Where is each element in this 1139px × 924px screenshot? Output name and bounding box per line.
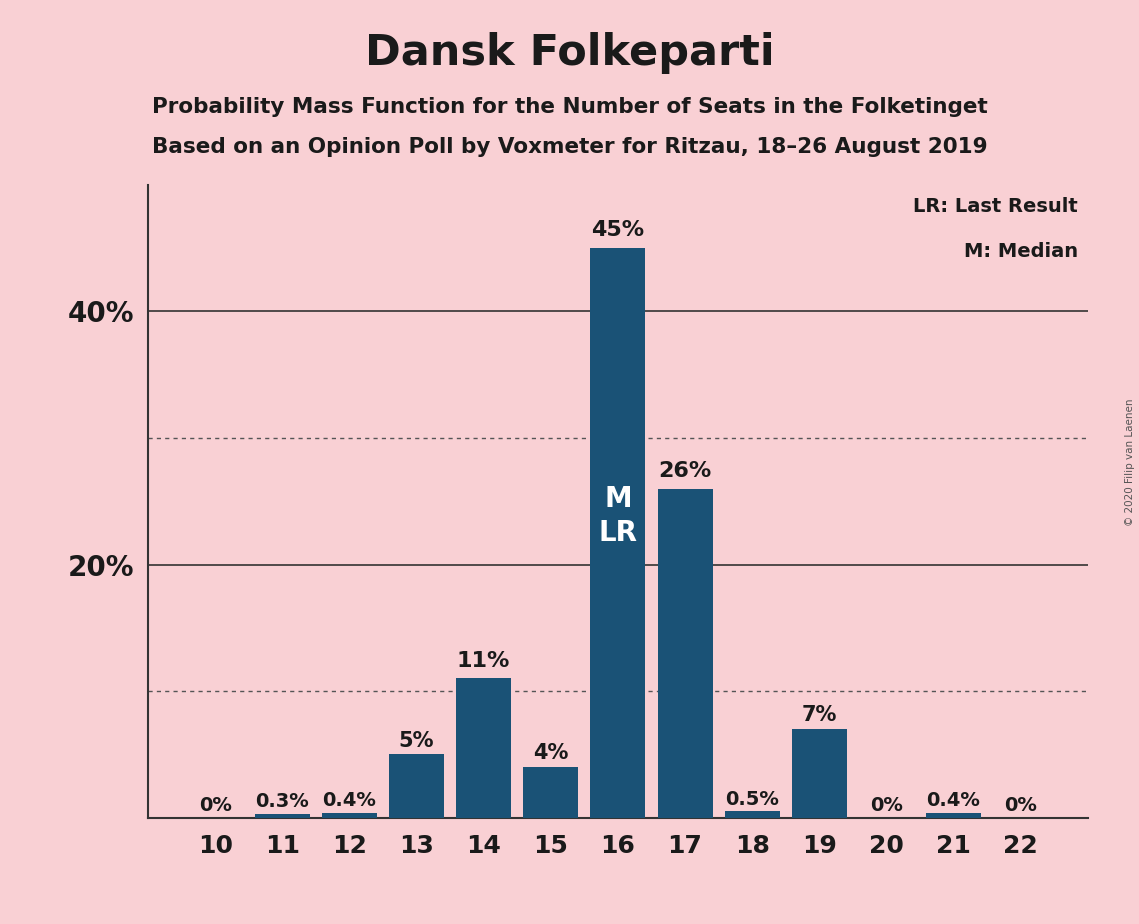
Text: M
LR: M LR <box>598 484 638 547</box>
Text: 0.4%: 0.4% <box>926 791 981 810</box>
Bar <box>390 754 444 818</box>
Text: © 2020 Filip van Laenen: © 2020 Filip van Laenen <box>1125 398 1134 526</box>
Text: 5%: 5% <box>399 731 434 750</box>
Text: M: Median: M: Median <box>964 242 1077 261</box>
Text: 0%: 0% <box>870 796 903 815</box>
Bar <box>523 767 579 818</box>
Bar <box>657 489 713 818</box>
Text: 0%: 0% <box>198 796 231 815</box>
Text: 0.3%: 0.3% <box>255 793 309 811</box>
Bar <box>590 248 646 818</box>
Text: Based on an Opinion Poll by Voxmeter for Ritzau, 18–26 August 2019: Based on an Opinion Poll by Voxmeter for… <box>151 137 988 157</box>
Text: Dansk Folkeparti: Dansk Folkeparti <box>364 32 775 74</box>
Bar <box>255 814 310 818</box>
Text: 45%: 45% <box>591 221 645 240</box>
Bar <box>724 811 780 818</box>
Text: 0%: 0% <box>1005 796 1038 815</box>
Text: 0.5%: 0.5% <box>726 790 779 808</box>
Text: 7%: 7% <box>802 705 837 725</box>
Text: 0.4%: 0.4% <box>322 791 376 810</box>
Bar <box>322 813 377 818</box>
Text: 11%: 11% <box>457 650 510 671</box>
Text: Probability Mass Function for the Number of Seats in the Folketinget: Probability Mass Function for the Number… <box>151 97 988 117</box>
Bar <box>926 813 981 818</box>
Text: 4%: 4% <box>533 743 568 763</box>
Text: 26%: 26% <box>658 461 712 481</box>
Bar <box>792 729 846 818</box>
Bar <box>456 678 511 818</box>
Text: LR: Last Result: LR: Last Result <box>913 198 1077 216</box>
